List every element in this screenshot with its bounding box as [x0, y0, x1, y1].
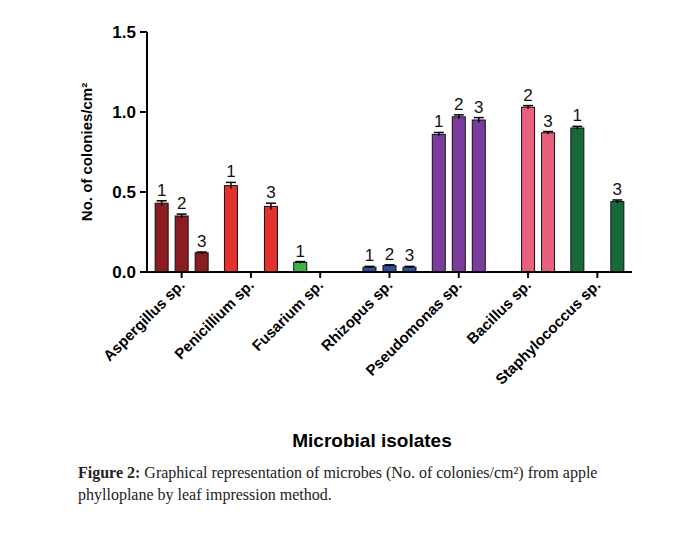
error-bar: [365, 266, 375, 268]
series-label: 3: [543, 112, 552, 131]
error-bar: [385, 265, 395, 267]
bars: [155, 106, 624, 272]
error-cap: [572, 126, 582, 128]
error-bar: [434, 132, 444, 136]
series-label: 1: [434, 112, 443, 131]
error-line: [230, 182, 232, 188]
x-tick: [527, 272, 529, 278]
bar: [264, 206, 277, 272]
series-label: 1: [573, 106, 582, 125]
x-tick-label: Staphylococcus sp.: [492, 276, 604, 388]
bar: [452, 117, 465, 272]
series-label: 1: [157, 181, 166, 200]
y-tick: [140, 271, 147, 273]
y-tick-label: 0.0: [112, 263, 136, 282]
error-bar: [474, 118, 484, 123]
y-tick-label: 1.0: [112, 103, 136, 122]
x-tick: [596, 272, 598, 278]
error-bar: [454, 115, 464, 119]
y-axis: [146, 32, 148, 272]
error-bar: [157, 201, 167, 206]
error-cap: [157, 200, 167, 202]
bar: [175, 216, 188, 272]
x-tick: [389, 272, 391, 278]
y-tick: [140, 31, 147, 33]
error-cap: [266, 202, 276, 204]
error-bar: [523, 106, 533, 109]
bar: [155, 203, 168, 272]
series-label: 2: [385, 245, 394, 264]
chart-svg: 11111122223333330.00.51.01.5Aspergillus …: [0, 0, 680, 541]
bar: [542, 133, 555, 272]
x-tick: [458, 272, 460, 278]
bar: [472, 120, 485, 272]
error-line: [270, 203, 272, 209]
series-label: 3: [197, 232, 206, 251]
error-cap: [177, 213, 187, 215]
bar: [294, 262, 307, 272]
error-cap: [385, 264, 395, 266]
series-label: 1: [295, 242, 304, 261]
x-tick: [319, 272, 321, 278]
series-label: 3: [474, 98, 483, 117]
series-label: 2: [454, 95, 463, 114]
error-cap: [226, 182, 236, 184]
y-tick-label: 0.5: [112, 183, 136, 202]
x-axis-label: Microbial isolates: [292, 430, 451, 451]
series-label: 2: [177, 194, 186, 213]
x-tick-label: Fusarium sp.: [248, 276, 326, 354]
error-bar: [266, 203, 276, 209]
error-cap: [365, 266, 375, 268]
error-cap: [523, 105, 533, 107]
error-bar: [197, 252, 207, 254]
series-label: 3: [266, 183, 275, 202]
error-cap: [474, 117, 484, 119]
bar: [522, 107, 535, 272]
series-label: 3: [613, 180, 622, 199]
error-bar: [543, 132, 553, 135]
bar: [571, 128, 584, 272]
x-tick-label: Penicillium sp.: [171, 276, 257, 362]
error-cap: [434, 132, 444, 134]
chart-root: 11111122223333330.00.51.01.5Aspergillus …: [0, 0, 680, 541]
error-bar: [405, 266, 415, 268]
x-tick: [250, 272, 252, 278]
series-label: 1: [226, 162, 235, 181]
error-cap: [197, 251, 207, 253]
error-bar: [612, 200, 622, 203]
y-axis-label: No. of colonies/cm²: [78, 83, 95, 221]
caption: Figure 2: Graphical representation of mi…: [78, 462, 638, 506]
bar: [611, 202, 624, 272]
error-bar: [226, 182, 236, 188]
y-tick: [140, 111, 147, 113]
error-cap: [612, 199, 622, 201]
series-label: 3: [405, 246, 414, 265]
error-cap: [454, 114, 464, 116]
error-bar: [572, 126, 582, 129]
y-tick: [140, 191, 147, 193]
caption-text: Graphical representation of microbes (No…: [78, 464, 597, 503]
caption-label: Figure 2:: [78, 464, 140, 481]
x-tick: [181, 272, 183, 278]
series-label: 2: [523, 86, 532, 105]
bar: [224, 186, 237, 272]
error-cap: [543, 131, 553, 133]
bar-labels: 1111112222333333: [157, 86, 622, 266]
series-label: 1: [365, 246, 374, 265]
x-tick-label: Rhizopus sp.: [318, 276, 396, 354]
error-cap: [405, 266, 415, 268]
x-tick-label: Bacillus sp.: [463, 276, 534, 347]
bar: [195, 253, 208, 272]
y-tick-label: 1.5: [112, 23, 136, 42]
bar: [432, 134, 445, 272]
error-bar: [295, 262, 305, 264]
error-cap: [295, 261, 305, 263]
error-bar: [177, 214, 187, 218]
x-tick-label: Pseudomonas sp.: [362, 276, 465, 379]
